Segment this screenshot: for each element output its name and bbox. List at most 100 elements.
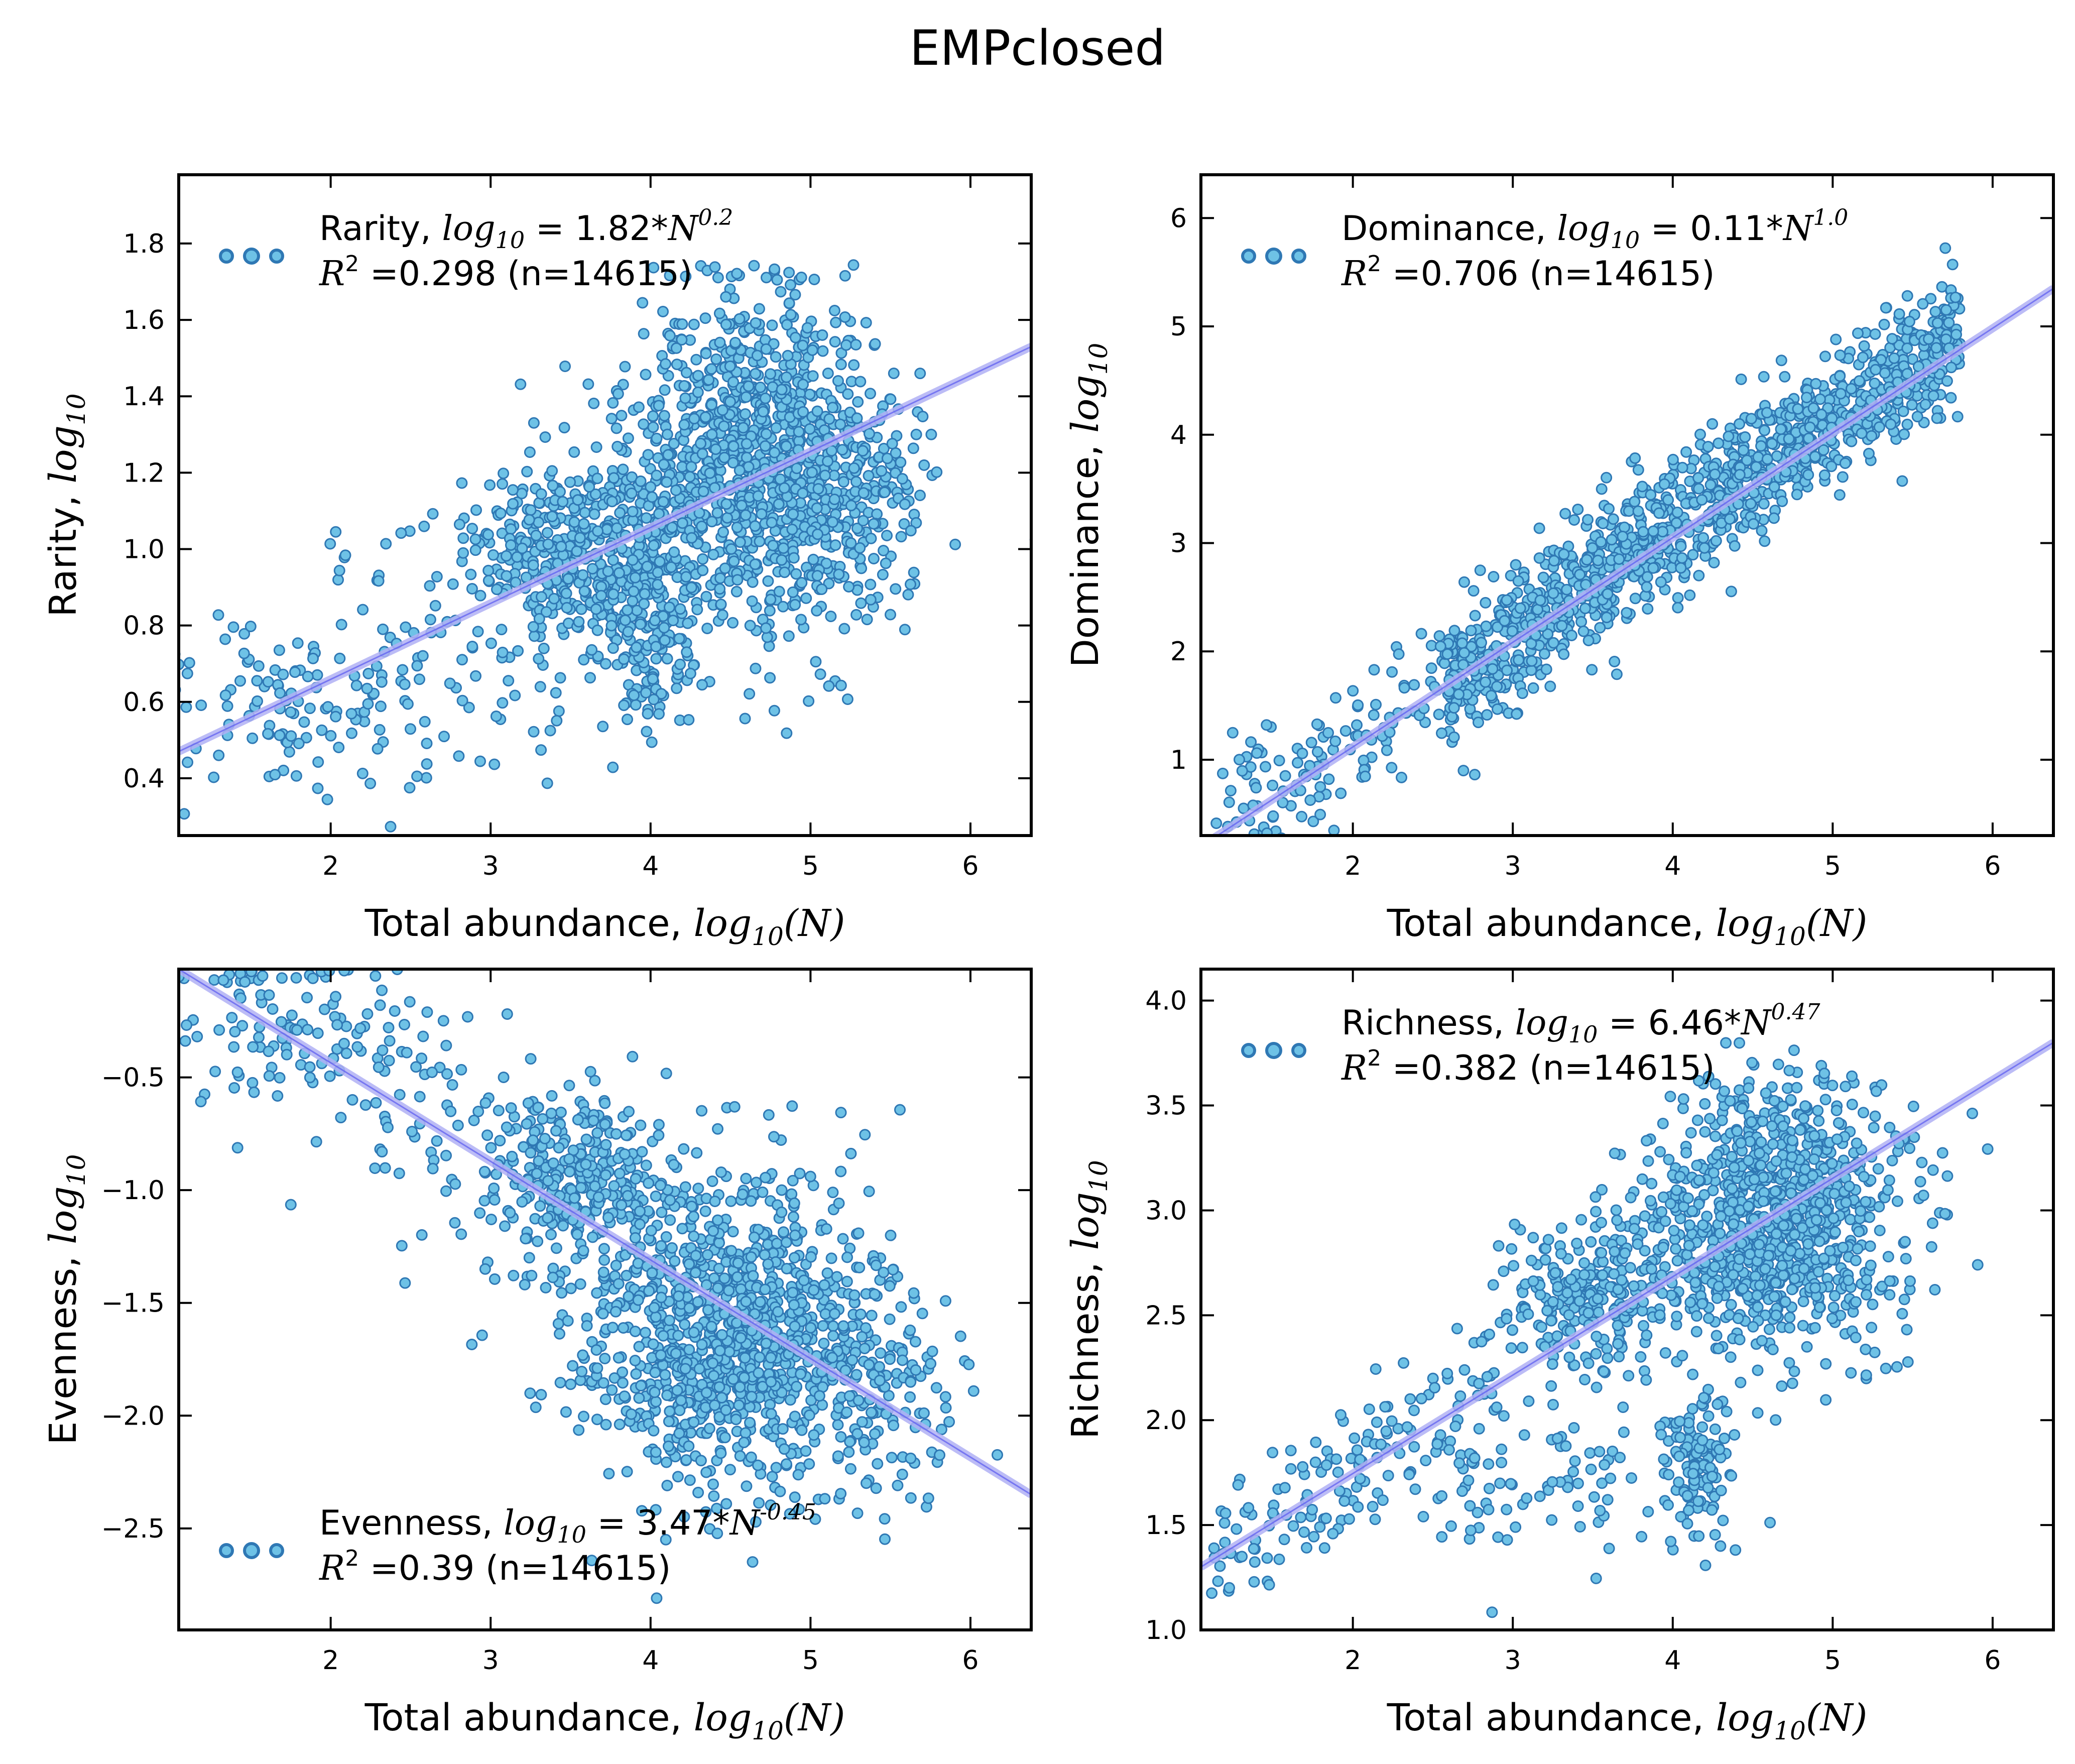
data-point <box>742 1481 752 1491</box>
data-point <box>691 355 701 365</box>
data-point <box>555 1378 565 1388</box>
data-point <box>779 1444 789 1454</box>
data-point <box>763 1259 773 1269</box>
data-point <box>1534 523 1544 533</box>
data-point <box>580 508 590 518</box>
data-point <box>273 1091 283 1101</box>
data-point <box>1265 843 1275 853</box>
data-point <box>650 1367 660 1377</box>
data-point <box>635 1206 645 1216</box>
data-point <box>578 1246 588 1256</box>
data-point <box>479 1166 490 1177</box>
data-point <box>291 771 301 781</box>
data-point <box>614 568 624 578</box>
data-point <box>788 1287 798 1298</box>
data-point <box>849 360 859 370</box>
data-point <box>506 540 516 550</box>
data-point <box>489 1184 499 1194</box>
data-point <box>1656 577 1666 587</box>
data-point <box>457 655 467 665</box>
data-point <box>686 582 696 593</box>
data-point <box>1315 809 1325 819</box>
data-point <box>1746 414 1756 424</box>
data-point <box>587 645 597 655</box>
data-point <box>1676 541 1686 551</box>
data-point <box>840 271 850 281</box>
data-point <box>909 567 919 577</box>
data-point <box>882 453 892 463</box>
data-point <box>1897 476 1907 486</box>
data-point <box>623 433 633 443</box>
data-point <box>836 360 846 370</box>
data-point <box>336 1113 346 1123</box>
data-point <box>1659 479 1669 489</box>
data-point <box>878 569 888 579</box>
data-point <box>362 683 372 693</box>
data-point <box>846 1148 856 1158</box>
data-point <box>615 1420 625 1430</box>
data-point <box>1864 448 1874 458</box>
data-point <box>524 1253 534 1263</box>
data-point <box>1500 616 1510 626</box>
data-point <box>591 1345 601 1355</box>
data-point <box>788 509 798 519</box>
data-point <box>726 1246 737 1256</box>
data-point <box>525 447 535 457</box>
data-point <box>790 290 800 300</box>
data-point <box>789 553 799 563</box>
data-point <box>1663 495 1673 505</box>
data-point <box>733 1258 743 1268</box>
data-point <box>428 509 438 519</box>
data-point <box>629 690 639 700</box>
data-point <box>896 457 906 467</box>
data-point <box>742 439 752 449</box>
data-point <box>1784 434 1794 444</box>
data-point <box>415 1092 425 1102</box>
data-point <box>1437 728 1447 738</box>
data-point <box>1602 613 1612 623</box>
data-point <box>232 1067 242 1077</box>
data-point <box>748 577 758 587</box>
legend-marker <box>1293 250 1305 262</box>
data-point <box>663 450 673 460</box>
data-point <box>796 272 806 282</box>
data-point <box>428 1163 438 1173</box>
data-point <box>1397 772 1407 782</box>
legend-marker <box>271 250 283 262</box>
data-point <box>735 465 745 476</box>
data-point <box>1434 631 1444 641</box>
data-point <box>351 680 361 690</box>
data-point <box>463 1012 473 1022</box>
data-point <box>1541 664 1551 674</box>
data-point <box>340 550 350 560</box>
data-point <box>741 1297 751 1307</box>
data-point <box>554 1143 564 1153</box>
data-point <box>1607 535 1617 545</box>
data-point <box>660 635 670 645</box>
data-point <box>218 975 228 985</box>
legend-r2: R2 =0.298 (n=14615) <box>318 251 693 294</box>
data-point <box>950 539 960 549</box>
data-point <box>1329 826 1339 836</box>
data-point <box>849 463 859 473</box>
data-point <box>334 565 344 575</box>
x-tick-label: 3 <box>482 851 499 881</box>
data-point <box>829 495 839 505</box>
data-point <box>557 1288 567 1298</box>
data-point <box>828 403 838 413</box>
data-point <box>1805 422 1815 432</box>
data-point <box>906 579 916 590</box>
data-point <box>654 709 664 719</box>
data-point <box>775 1486 785 1496</box>
data-point <box>708 1479 718 1489</box>
data-point <box>752 350 762 361</box>
data-point <box>1668 454 1678 464</box>
data-point <box>534 517 544 527</box>
data-point <box>475 756 485 766</box>
data-point <box>643 450 653 460</box>
data-point <box>859 488 869 498</box>
data-point <box>1608 514 1618 524</box>
data-point <box>405 997 415 1007</box>
data-point <box>1359 755 1369 765</box>
data-point <box>746 1196 756 1206</box>
